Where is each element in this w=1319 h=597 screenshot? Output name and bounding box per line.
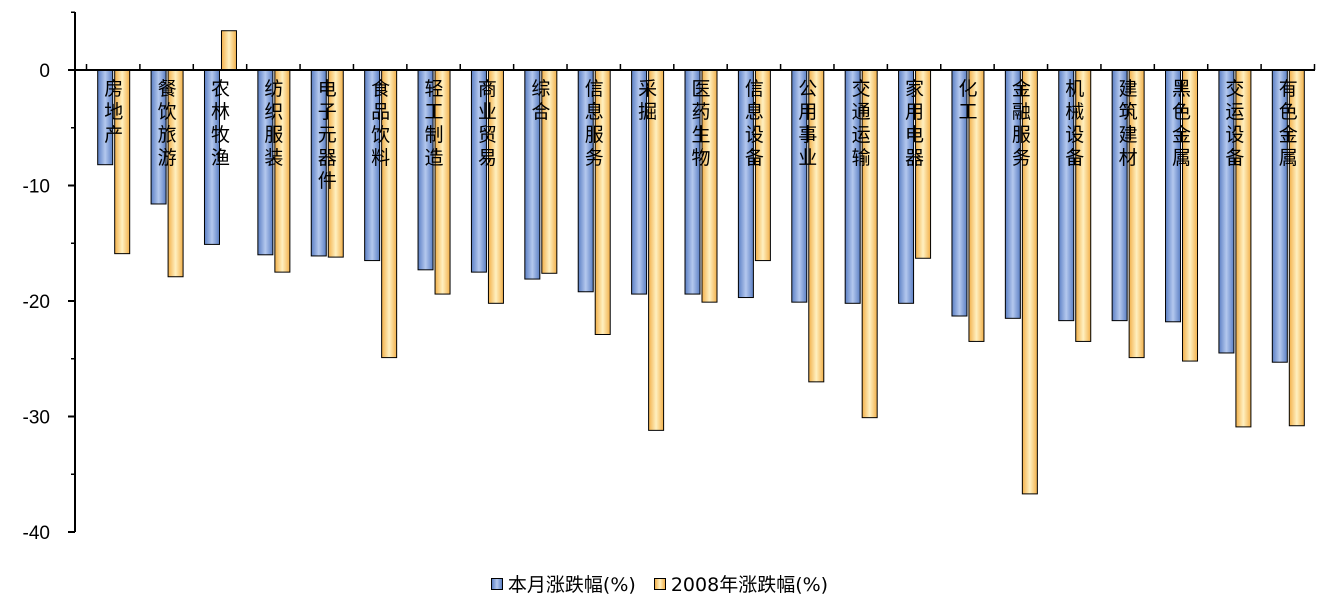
legend-item-series-2: 2008年涨跌幅(%) [653, 570, 829, 597]
y-tick-label-2: -10 [23, 177, 50, 198]
legend-swatch-series-2 [653, 577, 666, 590]
category-label-17: 化工 [958, 78, 977, 123]
category-label-16: 家用电器 [905, 78, 924, 169]
legend-label-series-2: 2008年涨跌幅(%) [670, 574, 829, 596]
y-tick-label-3: -20 [23, 292, 50, 313]
axes-group [68, 11, 1316, 533]
category-label-6: 食品饮料 [371, 78, 390, 169]
y-tick-label-4: -30 [23, 408, 50, 429]
category-label-2: 餐饮旅游 [158, 78, 177, 169]
legend-label-series-1: 本月涨跌幅(%) [507, 574, 636, 596]
category-label-21: 黑色金属 [1172, 78, 1191, 169]
category-label-12: 医药生物 [691, 78, 710, 169]
category-label-14: 公用事业 [798, 78, 817, 169]
category-label-22: 交运设备 [1225, 78, 1244, 169]
bars-group [97, 30, 1305, 495]
category-label-9: 综合 [531, 78, 550, 123]
category-label-13: 信息设备 [745, 78, 764, 169]
bar-series-2-3 [220, 30, 237, 71]
category-label-11: 采掘 [638, 78, 657, 123]
category-label-1: 房地产 [104, 78, 123, 146]
category-label-18: 金融服务 [1012, 78, 1031, 169]
category-label-4: 纺织服装 [264, 78, 283, 169]
category-label-20: 建筑建材 [1119, 78, 1138, 169]
legend: 本月涨跌幅(%) 2008年涨跌幅(%) [0, 570, 1319, 597]
category-label-19: 机械设备 [1065, 78, 1084, 169]
category-label-15: 交通运输 [852, 78, 871, 169]
bar-series-2-11 [648, 69, 665, 431]
y-tick-label-1: 0 [39, 61, 50, 82]
labels-group: 0 -10 -20 -30 -40 房地产 餐饮旅游 农林牧渔 纺织服装 电子元器件 食品饮料 轻工制… [23, 61, 1298, 544]
y-tick-label-5: -40 [23, 523, 50, 544]
category-label-5: 电子元器件 [318, 78, 337, 192]
legend-item-series-1: 本月涨跌幅(%) [490, 570, 636, 597]
category-label-3: 农林牧渔 [211, 78, 230, 169]
legend-swatch-series-1 [490, 577, 503, 590]
category-label-10: 信息服务 [585, 78, 604, 169]
category-label-23: 有色金属 [1279, 78, 1298, 169]
category-label-7: 轻工制造 [425, 78, 444, 169]
category-label-8: 商业贸易 [478, 78, 497, 169]
